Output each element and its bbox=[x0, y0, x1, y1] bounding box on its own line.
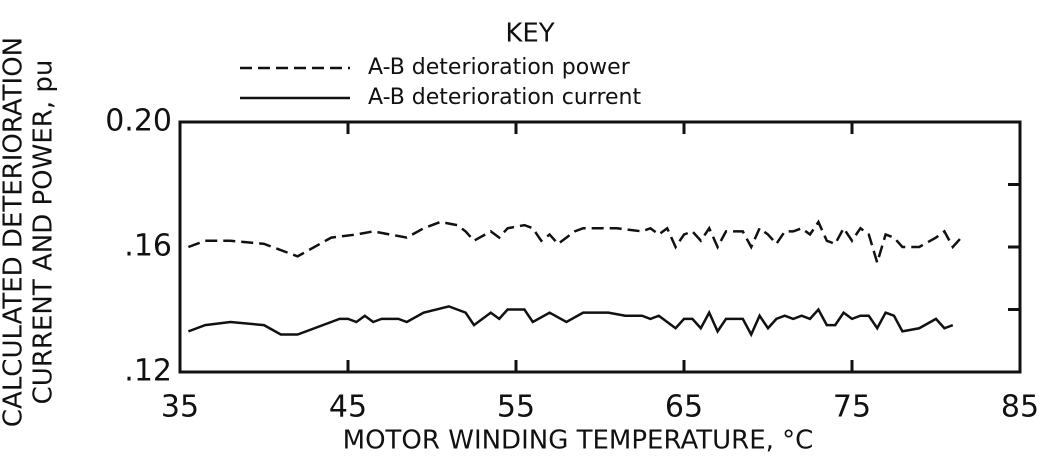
legend-label: A-B deterioration power bbox=[368, 55, 631, 80]
x-tick-label: 45 bbox=[329, 390, 367, 425]
plot-frame bbox=[178, 120, 1022, 374]
y-tick-label: .16 bbox=[124, 229, 172, 264]
series-line bbox=[187, 305, 954, 338]
x-tick-label: 55 bbox=[497, 390, 535, 425]
x-tick-label: 65 bbox=[665, 390, 703, 425]
legend-title: KEY bbox=[505, 19, 554, 49]
series-line bbox=[187, 219, 963, 267]
x-tick-label: 75 bbox=[833, 390, 871, 425]
y-tick-label: .12 bbox=[124, 354, 172, 389]
legend-label: A-B deterioration current bbox=[368, 85, 641, 110]
x-tick-label: 85 bbox=[1001, 390, 1039, 425]
y-axis-label: CALCULATED DETERIORATION bbox=[0, 37, 29, 427]
x-axis-label: MOTOR WINDING TEMPERATURE, °C bbox=[343, 426, 814, 456]
y-tick-label: 0.20 bbox=[105, 104, 172, 139]
x-tick-label: 35 bbox=[161, 390, 199, 425]
y-axis-label: CURRENT AND POWER, pu bbox=[29, 60, 59, 405]
